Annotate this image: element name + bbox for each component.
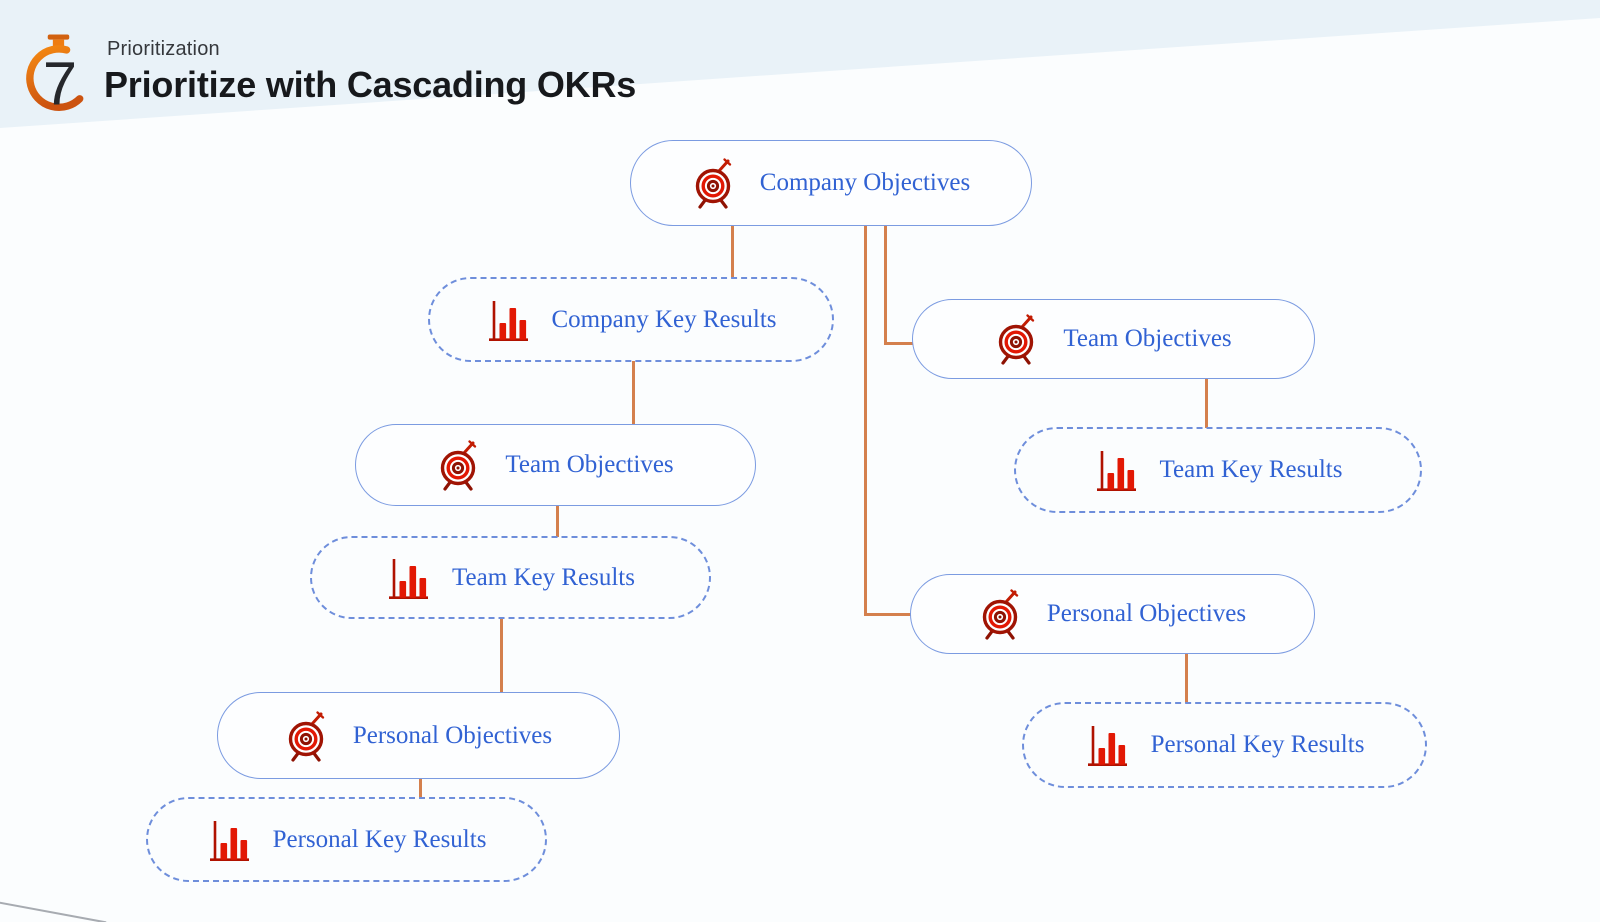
node-label: Personal Objectives <box>1046 600 1247 627</box>
stopwatch-icon: 7 <box>26 34 84 116</box>
bar-chart-icon <box>1086 724 1128 767</box>
node-company-objectives: Company Objectives <box>630 140 1032 226</box>
node-company-key-results: Company Key Results <box>428 277 834 362</box>
target-icon <box>695 157 732 209</box>
node-label: Personal Key Results <box>272 825 487 853</box>
target-icon <box>441 439 478 491</box>
node-team-objectives-left: Team Objectives <box>355 424 756 506</box>
connector-company-objectives-to-company-key-results <box>731 226 734 278</box>
bar-chart-icon <box>1095 449 1137 492</box>
node-personal-key-results-right: Personal Key Results <box>1022 702 1427 788</box>
page-title: Prioritize with Cascading OKRs <box>104 64 637 105</box>
node-label: Company Objectives <box>759 169 971 196</box>
target-icon <box>999 313 1036 365</box>
node-personal-objectives-right: Personal Objectives <box>910 574 1315 654</box>
connector-company-key-results-to-team-objectives-left <box>632 361 635 425</box>
target-icon <box>982 588 1019 640</box>
node-team-key-results-right: Team Key Results <box>1014 427 1422 513</box>
connector-team-objectives-left-to-team-key-results-left <box>556 505 559 537</box>
node-label: Personal Objectives <box>352 721 553 749</box>
node-label: Team Objectives <box>505 451 674 478</box>
target-icon <box>288 710 325 762</box>
slide-corner-line <box>0 901 107 922</box>
connector-company-objectives-to-team-objectives-right-vertical <box>884 226 887 345</box>
connector-company-objectives-to-personal-objectives-right-vertical <box>864 226 867 616</box>
node-team-key-results-left: Team Key Results <box>310 536 711 619</box>
node-label: Team Key Results <box>452 563 635 591</box>
stopwatch-number: 7 <box>43 50 77 116</box>
node-personal-objectives-left: Personal Objectives <box>217 692 620 779</box>
connector-personal-objectives-right-to-personal-key-results-right <box>1185 653 1188 703</box>
node-team-objectives-right: Team Objectives <box>912 299 1315 379</box>
connector-personal-objectives-left-to-personal-key-results-left <box>419 778 422 798</box>
connector-company-objectives-to-personal-objectives-right-horizontal <box>864 613 912 616</box>
bar-chart-icon <box>387 557 430 599</box>
connector-company-objectives-to-team-objectives-right-horizontal <box>884 342 914 345</box>
node-label: Team Objectives <box>1063 325 1232 352</box>
node-label: Team Key Results <box>1159 456 1343 483</box>
kicker-label: Prioritization <box>107 38 220 60</box>
node-label: Personal Key Results <box>1150 731 1365 758</box>
connector-team-objectives-right-to-team-key-results-right <box>1205 378 1208 428</box>
node-personal-key-results-left: Personal Key Results <box>146 797 547 882</box>
connector-team-key-results-left-to-personal-objectives-left <box>500 618 503 693</box>
bar-chart-icon <box>208 819 250 861</box>
node-label: Company Key Results <box>551 305 777 333</box>
bar-chart-icon <box>487 299 529 341</box>
